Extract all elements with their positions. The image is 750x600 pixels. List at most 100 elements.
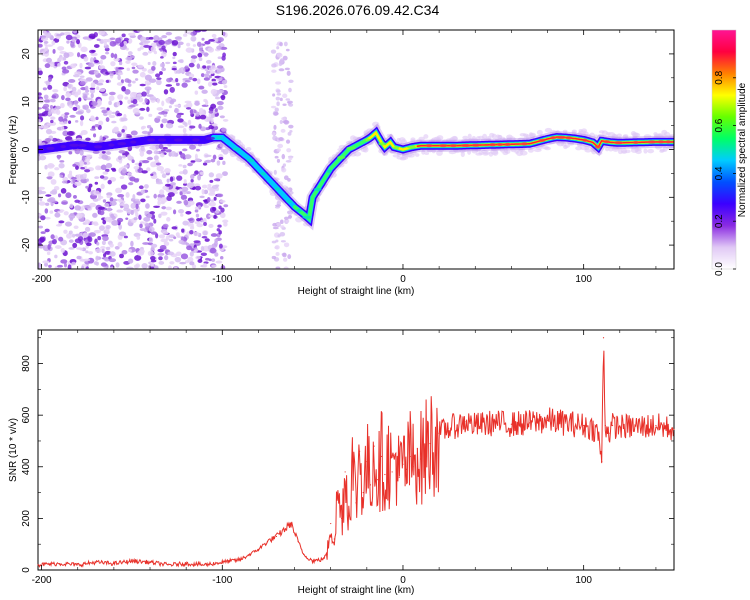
spectrogram-noise-dot xyxy=(60,102,65,109)
spectrogram-noise-dot xyxy=(213,178,220,182)
ridge-blob xyxy=(504,142,511,146)
spectrogram-halo-dot xyxy=(604,147,610,152)
spectrogram-noise-dot xyxy=(43,41,49,44)
spectrogram-noise-dot xyxy=(139,107,146,111)
colorbar-tick-label: 0.2 xyxy=(714,214,725,228)
spectrogram-noise-dot xyxy=(162,231,169,235)
spectrogram-noise-dot xyxy=(126,266,134,269)
spectrogram-noise-dot xyxy=(185,107,192,110)
spectrogram-noise-dot xyxy=(44,45,48,52)
spectrogram-noise-dot xyxy=(59,174,64,178)
spectrogram-noise-dot xyxy=(117,155,123,160)
spectrogram-noise-dot xyxy=(196,78,201,85)
spectrogram-noise-dot xyxy=(178,208,185,214)
spectrogram-noise-dot xyxy=(108,71,115,74)
spectrogram-noise-dot xyxy=(149,211,155,215)
snr-point xyxy=(266,541,269,543)
spectrogram-noise-dot xyxy=(76,255,82,260)
spectrogram-noise-dot xyxy=(111,168,117,172)
spectrogram-noise-dot xyxy=(82,173,88,178)
spectrogram-noise-dot xyxy=(198,85,205,90)
spectrogram-noise-dot xyxy=(146,125,152,129)
spectrogram-noise-dot xyxy=(199,114,207,120)
spectrogram-noise-dot xyxy=(69,104,73,109)
spectrogram-noise-dot xyxy=(175,232,180,237)
ridge-blob xyxy=(192,138,200,142)
spectrogram-noise-dot xyxy=(141,170,148,174)
spectrogram-noise-dot xyxy=(218,205,222,210)
spectrogram-noise-dot xyxy=(110,138,117,142)
spectrogram-noise-dot xyxy=(119,253,124,259)
chart-title: S196.2026.076.09.42.C34 xyxy=(275,2,440,18)
spectrogram-noise-dot xyxy=(184,100,192,104)
spectrogram-noise-dot xyxy=(171,226,178,230)
spectrogram-noise-dot xyxy=(109,266,115,269)
spectrogram-noise-dot xyxy=(46,176,53,180)
snr-point xyxy=(409,455,411,458)
spectrogram-noise-dot xyxy=(160,123,164,129)
spectrogram-noise-dot xyxy=(182,127,187,134)
spectrogram-noise-dot xyxy=(111,219,119,226)
spectrogram-noise-dot xyxy=(283,41,288,47)
snr-point xyxy=(438,432,440,434)
spectrogram-noise-dot xyxy=(50,119,54,124)
spectrogram-noise-dot xyxy=(45,80,51,86)
spectrogram-noise-dot xyxy=(276,89,281,93)
spectrogram-noise-dot xyxy=(49,98,56,103)
snr-point xyxy=(333,538,335,540)
spectrogram-noise-dot xyxy=(102,199,107,203)
snr-point xyxy=(492,422,494,424)
spectrogram-noise-dot xyxy=(159,71,163,76)
spectrogram-x-ticks: -200 -100 0 100 xyxy=(32,30,657,285)
spectrogram-noise-dot xyxy=(285,98,291,101)
snr-point xyxy=(321,559,323,561)
spectrogram-noise-dot xyxy=(218,156,224,160)
spectrogram-noise-dot xyxy=(177,41,184,46)
spectrogram-noise-dot xyxy=(104,203,110,208)
spectrogram-noise-dot xyxy=(204,40,211,45)
spectrogram-noise-dot xyxy=(38,141,43,147)
spectrogram-halo-dot xyxy=(396,152,401,158)
spectrogram-noise-dot xyxy=(57,62,61,67)
spectrogram-noise-dot xyxy=(128,32,136,36)
spectrogram-noise-dot xyxy=(174,256,182,263)
ridge-blob xyxy=(346,146,356,150)
spectrogram-noise-dot xyxy=(161,35,168,39)
spectrogram-noise-dot xyxy=(165,61,171,65)
spectrogram-noise-dot xyxy=(220,94,226,101)
spectrogram-noise-dot xyxy=(199,171,204,176)
spectrogram-noise-dot xyxy=(184,154,192,160)
ridge-blob xyxy=(326,169,332,173)
ridge-blob xyxy=(215,135,223,140)
spectrogram-noise-dot xyxy=(116,198,123,202)
spectrogram-noise-dot xyxy=(111,120,117,124)
spectrogram-noise-dot xyxy=(274,107,279,112)
spectrogram-noise-dot xyxy=(71,233,76,238)
spectrogram-noise-dot xyxy=(203,189,209,195)
spectrogram-noise-dot xyxy=(215,173,223,179)
spectrogram-noise-dot xyxy=(278,62,283,67)
spectrogram-noise-dot xyxy=(223,222,228,227)
spectrogram-noise-dot xyxy=(170,150,177,157)
spectrogram-noise-dot xyxy=(105,246,111,251)
spectrogram-noise-dot xyxy=(276,46,280,50)
snr-series-line xyxy=(38,350,674,568)
spectrogram-noise-dot xyxy=(130,130,138,136)
ridge-blob xyxy=(594,145,601,149)
spectrogram-noise-dot xyxy=(148,226,155,233)
spectrogram-noise-dot xyxy=(197,259,203,263)
spectrogram-noise-dot xyxy=(134,78,139,81)
spectrogram-noise-dot xyxy=(45,57,52,63)
spectrogram-noise-dot xyxy=(64,221,72,227)
spectrogram-noise-dot xyxy=(38,262,42,269)
colorbar-label: Normalized spectral amplitude xyxy=(737,82,748,217)
spectrogram-noise-dot xyxy=(133,264,139,269)
snr-point xyxy=(601,461,603,463)
spectrogram-noise-dot xyxy=(42,260,50,264)
spectrogram-noise-dot xyxy=(165,31,173,36)
snr-y-tick-label: 600 xyxy=(21,406,32,423)
snr-point xyxy=(275,535,278,538)
spectrogram-noise-dot xyxy=(281,117,286,121)
spectrogram-noise-dot xyxy=(200,73,205,78)
snr-point xyxy=(355,502,357,504)
